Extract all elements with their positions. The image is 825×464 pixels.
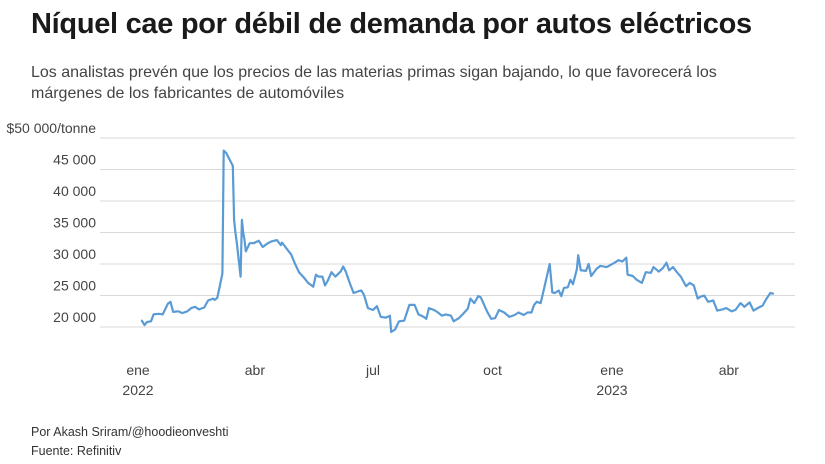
x-tick-label: oct (483, 362, 502, 378)
source-credit: Fuente: Refinitiv (31, 444, 122, 458)
y-tick-label: $50 000/tonne (6, 120, 96, 136)
x-tick-year-label: 2022 (122, 382, 153, 398)
nickel-price-line (140, 149, 775, 334)
chart-subtitle: Los analistas prevén que los precios de … (31, 64, 717, 102)
y-tick-label: 40 000 (53, 183, 96, 199)
x-tick-label: ene (126, 362, 150, 378)
nickel-price-chart: 20 000 25 000 30 000 35 000 40 000 45 000 $50 … (6, 120, 795, 398)
y-tick-label: 25 000 (53, 278, 96, 294)
y-tick-label: 45 000 (53, 152, 96, 168)
y-axis-tick-labels: 20 000 25 000 30 000 35 000 40 000 45 000 $50 … (6, 120, 96, 325)
x-tick-label: abr (245, 362, 266, 378)
gridlines (100, 137, 795, 328)
x-tick-label: jul (365, 362, 380, 378)
y-tick-label: 30 000 (53, 246, 96, 262)
chart-title: Níquel cae por débil de demanda por auto… (31, 8, 752, 40)
x-tick-label: ene (600, 362, 624, 378)
x-tick-year-label: 2023 (596, 382, 627, 398)
y-tick-label: 20 000 (53, 309, 96, 325)
x-axis-tick-labels: ene 2022 abr jul oct ene 2023 abr (122, 362, 739, 398)
x-tick-label: abr (719, 362, 740, 378)
author-credit: Por Akash Sriram/@hoodieonveshti (31, 425, 229, 439)
y-tick-label: 35 000 (53, 215, 96, 231)
